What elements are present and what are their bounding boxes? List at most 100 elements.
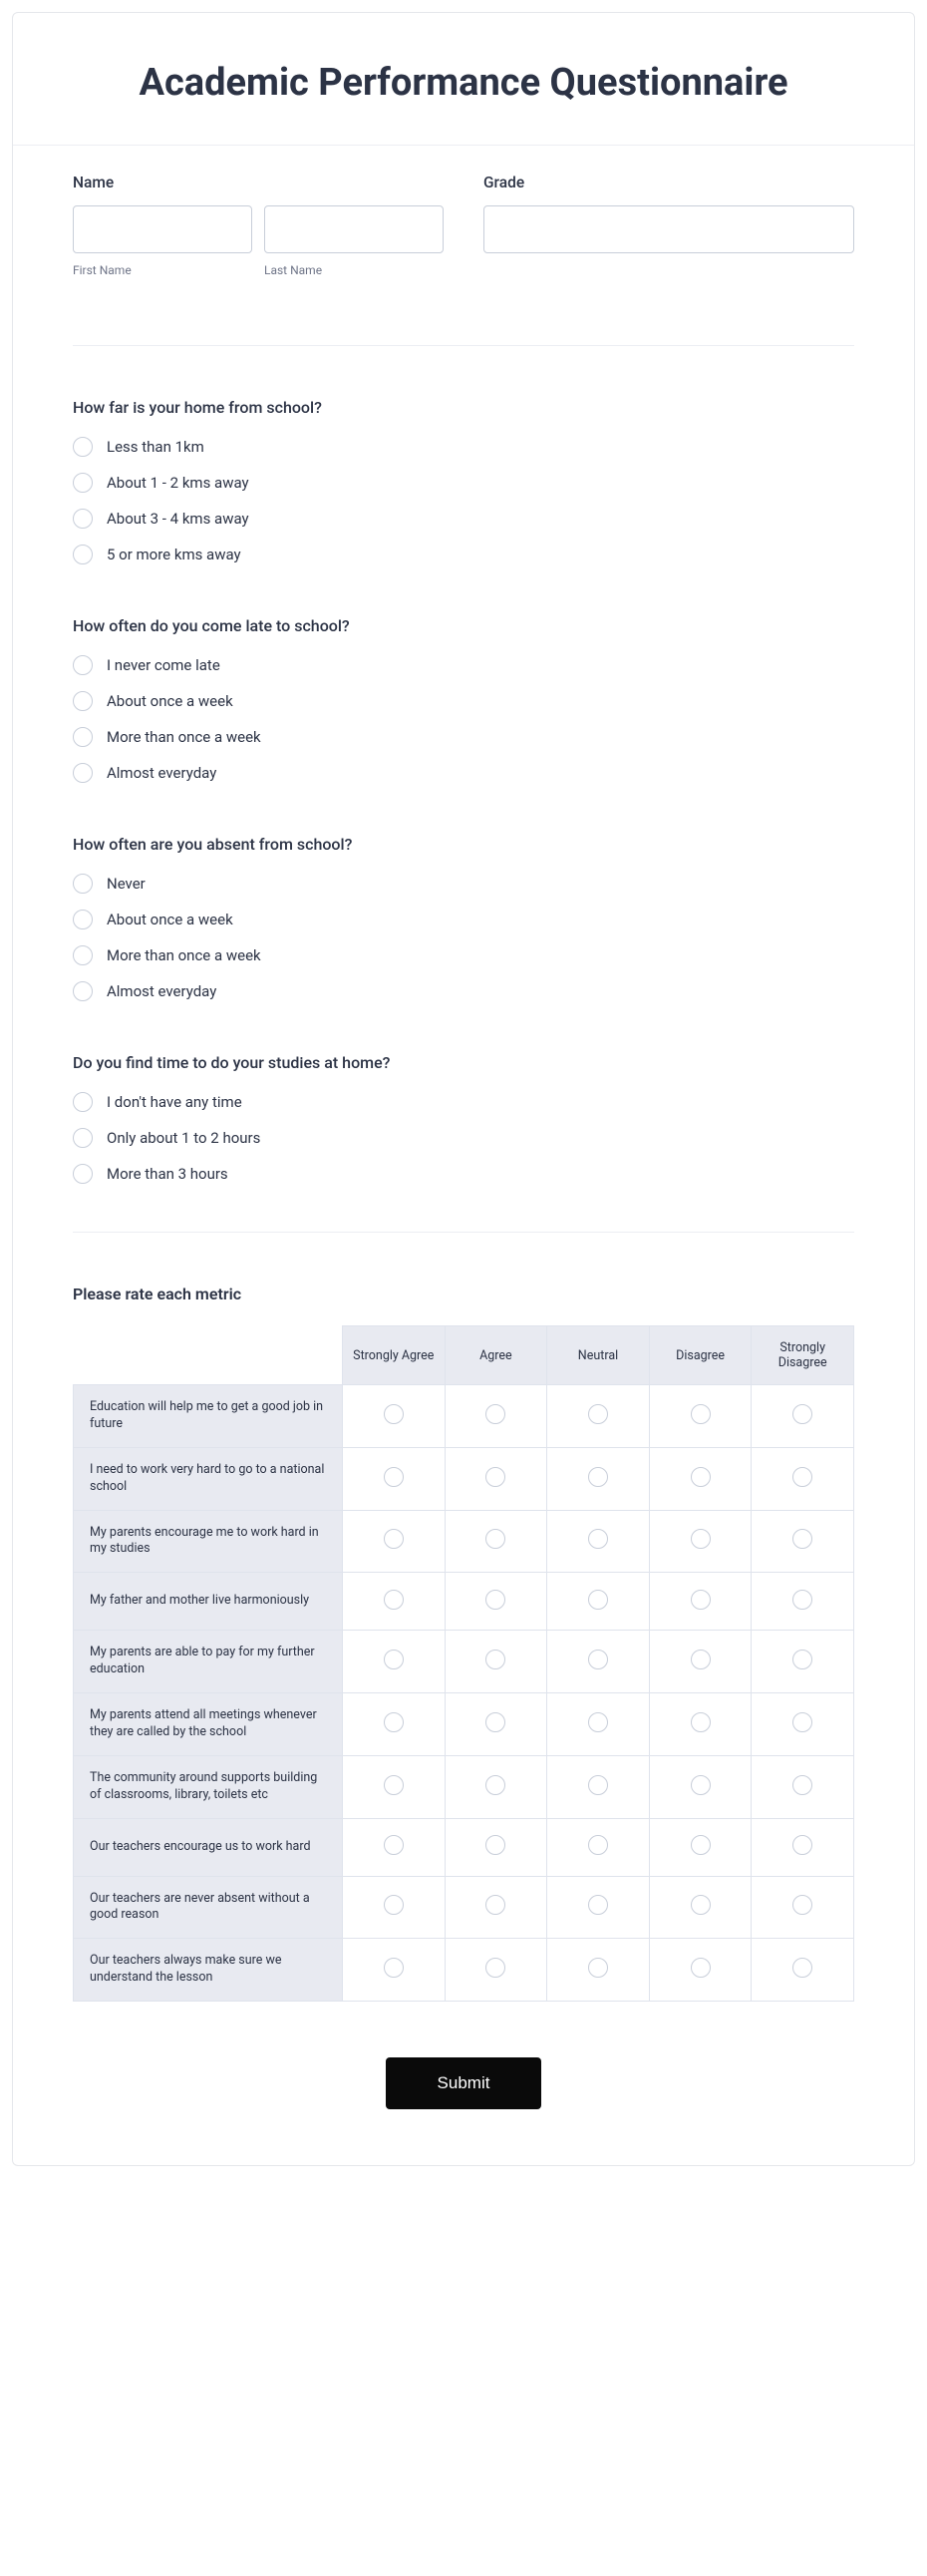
matrix-cell[interactable] <box>649 1631 752 1693</box>
matrix-cell[interactable] <box>445 1755 547 1818</box>
radio-circle-icon[interactable] <box>792 1712 812 1732</box>
matrix-cell[interactable] <box>445 1573 547 1631</box>
matrix-cell[interactable] <box>445 1385 547 1448</box>
radio-item[interactable]: About 1 - 2 kms away <box>73 473 854 493</box>
radio-circle-icon[interactable] <box>588 1775 608 1795</box>
matrix-cell[interactable] <box>752 1755 854 1818</box>
radio-circle-icon[interactable] <box>691 1712 711 1732</box>
matrix-cell[interactable] <box>547 1447 650 1510</box>
radio-circle-icon[interactable] <box>792 1467 812 1487</box>
matrix-cell[interactable] <box>752 1573 854 1631</box>
matrix-cell[interactable] <box>752 1876 854 1939</box>
radio-circle-icon[interactable] <box>73 874 93 894</box>
radio-item[interactable]: About once a week <box>73 691 854 711</box>
radio-circle-icon[interactable] <box>691 1529 711 1549</box>
radio-circle-icon[interactable] <box>73 1092 93 1112</box>
matrix-cell[interactable] <box>649 1818 752 1876</box>
radio-item[interactable]: 5 or more kms away <box>73 545 854 564</box>
grade-input[interactable] <box>483 205 854 253</box>
radio-item[interactable]: About 3 - 4 kms away <box>73 509 854 529</box>
matrix-cell[interactable] <box>343 1755 446 1818</box>
radio-circle-icon[interactable] <box>73 545 93 564</box>
matrix-cell[interactable] <box>343 1510 446 1573</box>
radio-circle-icon[interactable] <box>384 1650 404 1669</box>
radio-circle-icon[interactable] <box>792 1590 812 1610</box>
radio-circle-icon[interactable] <box>792 1650 812 1669</box>
matrix-cell[interactable] <box>649 1385 752 1448</box>
radio-item[interactable]: Never <box>73 874 854 894</box>
radio-item[interactable]: I never come late <box>73 655 854 675</box>
matrix-cell[interactable] <box>445 1447 547 1510</box>
radio-circle-icon[interactable] <box>485 1958 505 1978</box>
radio-circle-icon[interactable] <box>691 1895 711 1915</box>
matrix-cell[interactable] <box>445 1876 547 1939</box>
matrix-cell[interactable] <box>649 1755 752 1818</box>
matrix-cell[interactable] <box>547 1510 650 1573</box>
radio-circle-icon[interactable] <box>73 1128 93 1148</box>
matrix-cell[interactable] <box>445 1693 547 1756</box>
first-name-input[interactable] <box>73 205 252 253</box>
matrix-cell[interactable] <box>445 1631 547 1693</box>
matrix-cell[interactable] <box>649 1876 752 1939</box>
radio-circle-icon[interactable] <box>73 655 93 675</box>
radio-circle-icon[interactable] <box>73 981 93 1001</box>
radio-circle-icon[interactable] <box>485 1467 505 1487</box>
radio-circle-icon[interactable] <box>485 1775 505 1795</box>
matrix-cell[interactable] <box>752 1693 854 1756</box>
radio-item[interactable]: Almost everyday <box>73 763 854 783</box>
radio-item[interactable]: More than once a week <box>73 945 854 965</box>
radio-circle-icon[interactable] <box>588 1712 608 1732</box>
matrix-cell[interactable] <box>445 1939 547 2002</box>
radio-circle-icon[interactable] <box>384 1590 404 1610</box>
radio-circle-icon[interactable] <box>588 1650 608 1669</box>
last-name-input[interactable] <box>264 205 444 253</box>
matrix-cell[interactable] <box>752 1939 854 2002</box>
radio-circle-icon[interactable] <box>792 1835 812 1855</box>
radio-item[interactable]: Almost everyday <box>73 981 854 1001</box>
matrix-cell[interactable] <box>752 1447 854 1510</box>
radio-circle-icon[interactable] <box>73 437 93 457</box>
radio-circle-icon[interactable] <box>485 1650 505 1669</box>
radio-circle-icon[interactable] <box>384 1835 404 1855</box>
radio-circle-icon[interactable] <box>384 1958 404 1978</box>
radio-circle-icon[interactable] <box>485 1712 505 1732</box>
matrix-cell[interactable] <box>649 1447 752 1510</box>
radio-circle-icon[interactable] <box>792 1529 812 1549</box>
radio-circle-icon[interactable] <box>691 1650 711 1669</box>
radio-circle-icon[interactable] <box>384 1404 404 1424</box>
radio-circle-icon[interactable] <box>588 1529 608 1549</box>
radio-circle-icon[interactable] <box>691 1958 711 1978</box>
radio-circle-icon[interactable] <box>792 1895 812 1915</box>
matrix-cell[interactable] <box>343 1447 446 1510</box>
radio-circle-icon[interactable] <box>691 1404 711 1424</box>
radio-circle-icon[interactable] <box>485 1529 505 1549</box>
radio-circle-icon[interactable] <box>73 473 93 493</box>
radio-item[interactable]: More than once a week <box>73 727 854 747</box>
matrix-cell[interactable] <box>547 1755 650 1818</box>
radio-circle-icon[interactable] <box>691 1590 711 1610</box>
radio-circle-icon[interactable] <box>384 1895 404 1915</box>
radio-circle-icon[interactable] <box>73 509 93 529</box>
matrix-cell[interactable] <box>343 1631 446 1693</box>
matrix-cell[interactable] <box>343 1385 446 1448</box>
radio-item[interactable]: Only about 1 to 2 hours <box>73 1128 854 1148</box>
matrix-cell[interactable] <box>445 1510 547 1573</box>
radio-circle-icon[interactable] <box>384 1467 404 1487</box>
radio-circle-icon[interactable] <box>588 1467 608 1487</box>
matrix-cell[interactable] <box>343 1693 446 1756</box>
radio-circle-icon[interactable] <box>485 1590 505 1610</box>
matrix-cell[interactable] <box>547 1573 650 1631</box>
matrix-cell[interactable] <box>649 1510 752 1573</box>
matrix-cell[interactable] <box>547 1385 650 1448</box>
radio-item[interactable]: Less than 1km <box>73 437 854 457</box>
radio-item[interactable]: About once a week <box>73 910 854 929</box>
matrix-cell[interactable] <box>547 1876 650 1939</box>
matrix-cell[interactable] <box>752 1818 854 1876</box>
matrix-cell[interactable] <box>547 1939 650 2002</box>
matrix-cell[interactable] <box>752 1631 854 1693</box>
radio-circle-icon[interactable] <box>691 1835 711 1855</box>
radio-circle-icon[interactable] <box>485 1404 505 1424</box>
matrix-cell[interactable] <box>547 1631 650 1693</box>
radio-circle-icon[interactable] <box>73 727 93 747</box>
radio-circle-icon[interactable] <box>384 1712 404 1732</box>
